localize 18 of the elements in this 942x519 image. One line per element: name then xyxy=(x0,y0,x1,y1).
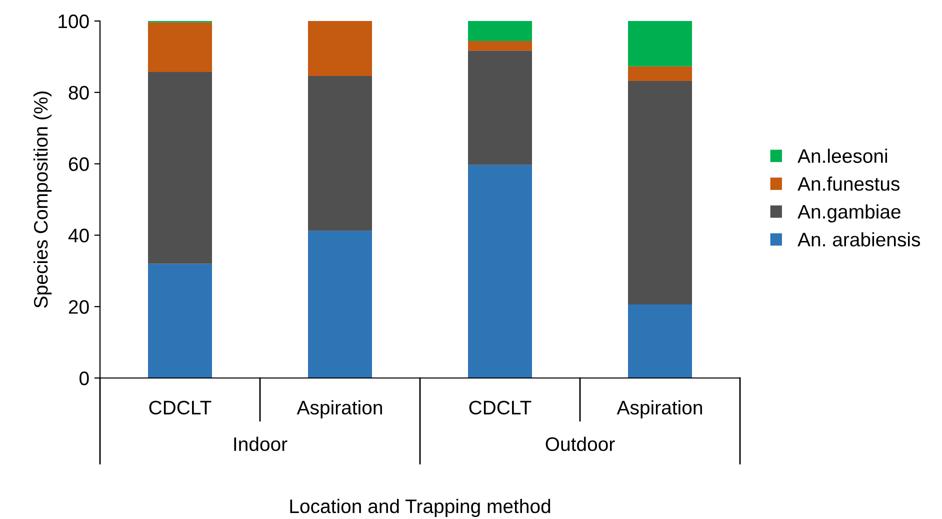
y-tick-label: 40 xyxy=(68,228,89,242)
x-tick-label: Aspiration xyxy=(616,400,702,418)
y-tick-label: 20 xyxy=(68,300,89,314)
legend-label: An.funestus xyxy=(798,176,900,191)
x-axis-title: Location and Trapping method xyxy=(290,498,550,518)
y-tick-label: 80 xyxy=(68,86,89,100)
text: Outdoor xyxy=(546,436,615,452)
y-tick-label: 0 xyxy=(80,371,89,386)
y-tick-label: 100 xyxy=(58,14,89,28)
text: Indoor xyxy=(234,436,288,452)
x-tick-label: CDCLT xyxy=(149,400,212,415)
y-axis-title: Species Composition (%) xyxy=(33,92,52,308)
x-tick-label: CDCLT xyxy=(469,400,532,415)
x-tick-label: Aspiration xyxy=(296,400,382,418)
y-tick-label: 60 xyxy=(68,157,89,172)
legend-label: An. arabiensis xyxy=(798,232,920,246)
legend-label: An.leesoni xyxy=(798,148,888,163)
legend-label: An.gambiae xyxy=(798,204,900,222)
